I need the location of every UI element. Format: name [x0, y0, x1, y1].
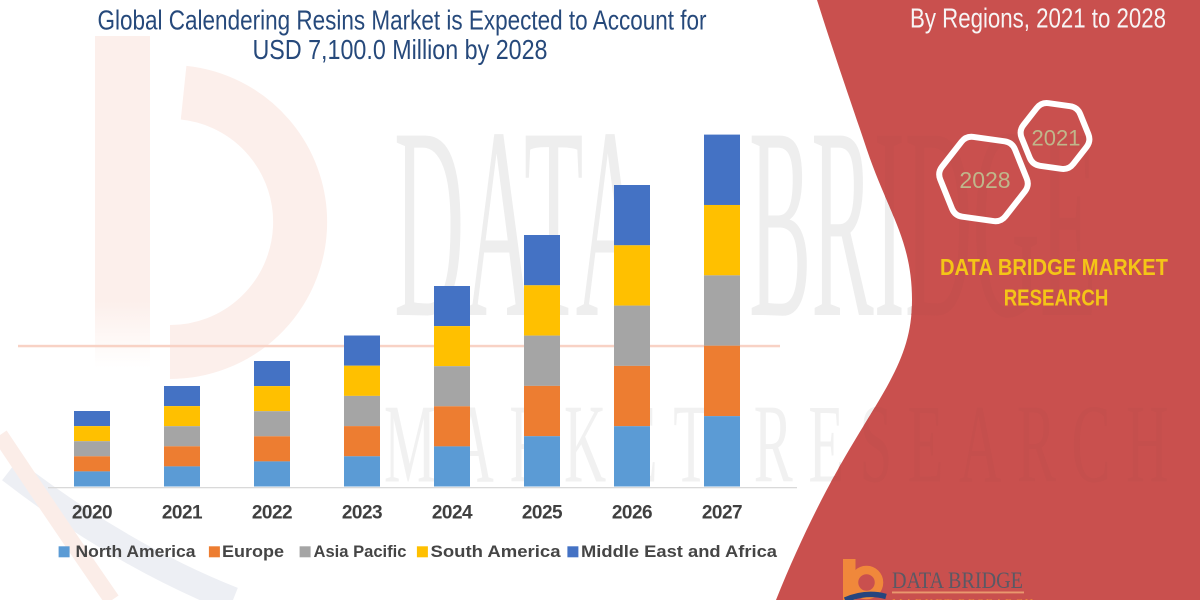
svg-text:Middle East and Africa: Middle East and Africa: [581, 542, 778, 561]
svg-text:MARKET RESEARCH: MARKET RESEARCH: [892, 596, 1035, 600]
svg-text:2020: 2020: [72, 503, 112, 524]
svg-text:Global Calendering Resins Mark: Global Calendering Resins Market is Expe…: [98, 5, 707, 36]
svg-text:USD 7,100.0 Million by 2028: USD 7,100.0 Million by 2028: [253, 34, 548, 65]
svg-text:2026: 2026: [612, 503, 652, 524]
svg-text:DATA BRIDGE MARKET: DATA BRIDGE MARKET: [940, 254, 1168, 280]
svg-text:2024: 2024: [432, 503, 473, 524]
svg-text:Asia Pacific: Asia Pacific: [314, 542, 407, 561]
svg-text:Europe: Europe: [222, 542, 284, 561]
svg-text:North America: North America: [76, 542, 197, 561]
svg-text:2021: 2021: [1032, 125, 1081, 150]
svg-text:DATA BRIDGE: DATA BRIDGE: [892, 568, 1023, 593]
svg-text:2023: 2023: [342, 503, 382, 524]
svg-text:By Regions, 2021 to 2028: By Regions, 2021 to 2028: [910, 3, 1166, 34]
svg-text:2021: 2021: [162, 503, 203, 524]
svg-text:2027: 2027: [702, 503, 742, 524]
svg-text:2028: 2028: [959, 167, 1010, 193]
svg-text:South America: South America: [431, 542, 562, 561]
svg-text:2025: 2025: [522, 503, 563, 524]
svg-text:RESEARCH: RESEARCH: [1004, 285, 1109, 311]
svg-text:2022: 2022: [252, 503, 292, 524]
svg-text:DATA: DATA: [394, 72, 646, 375]
